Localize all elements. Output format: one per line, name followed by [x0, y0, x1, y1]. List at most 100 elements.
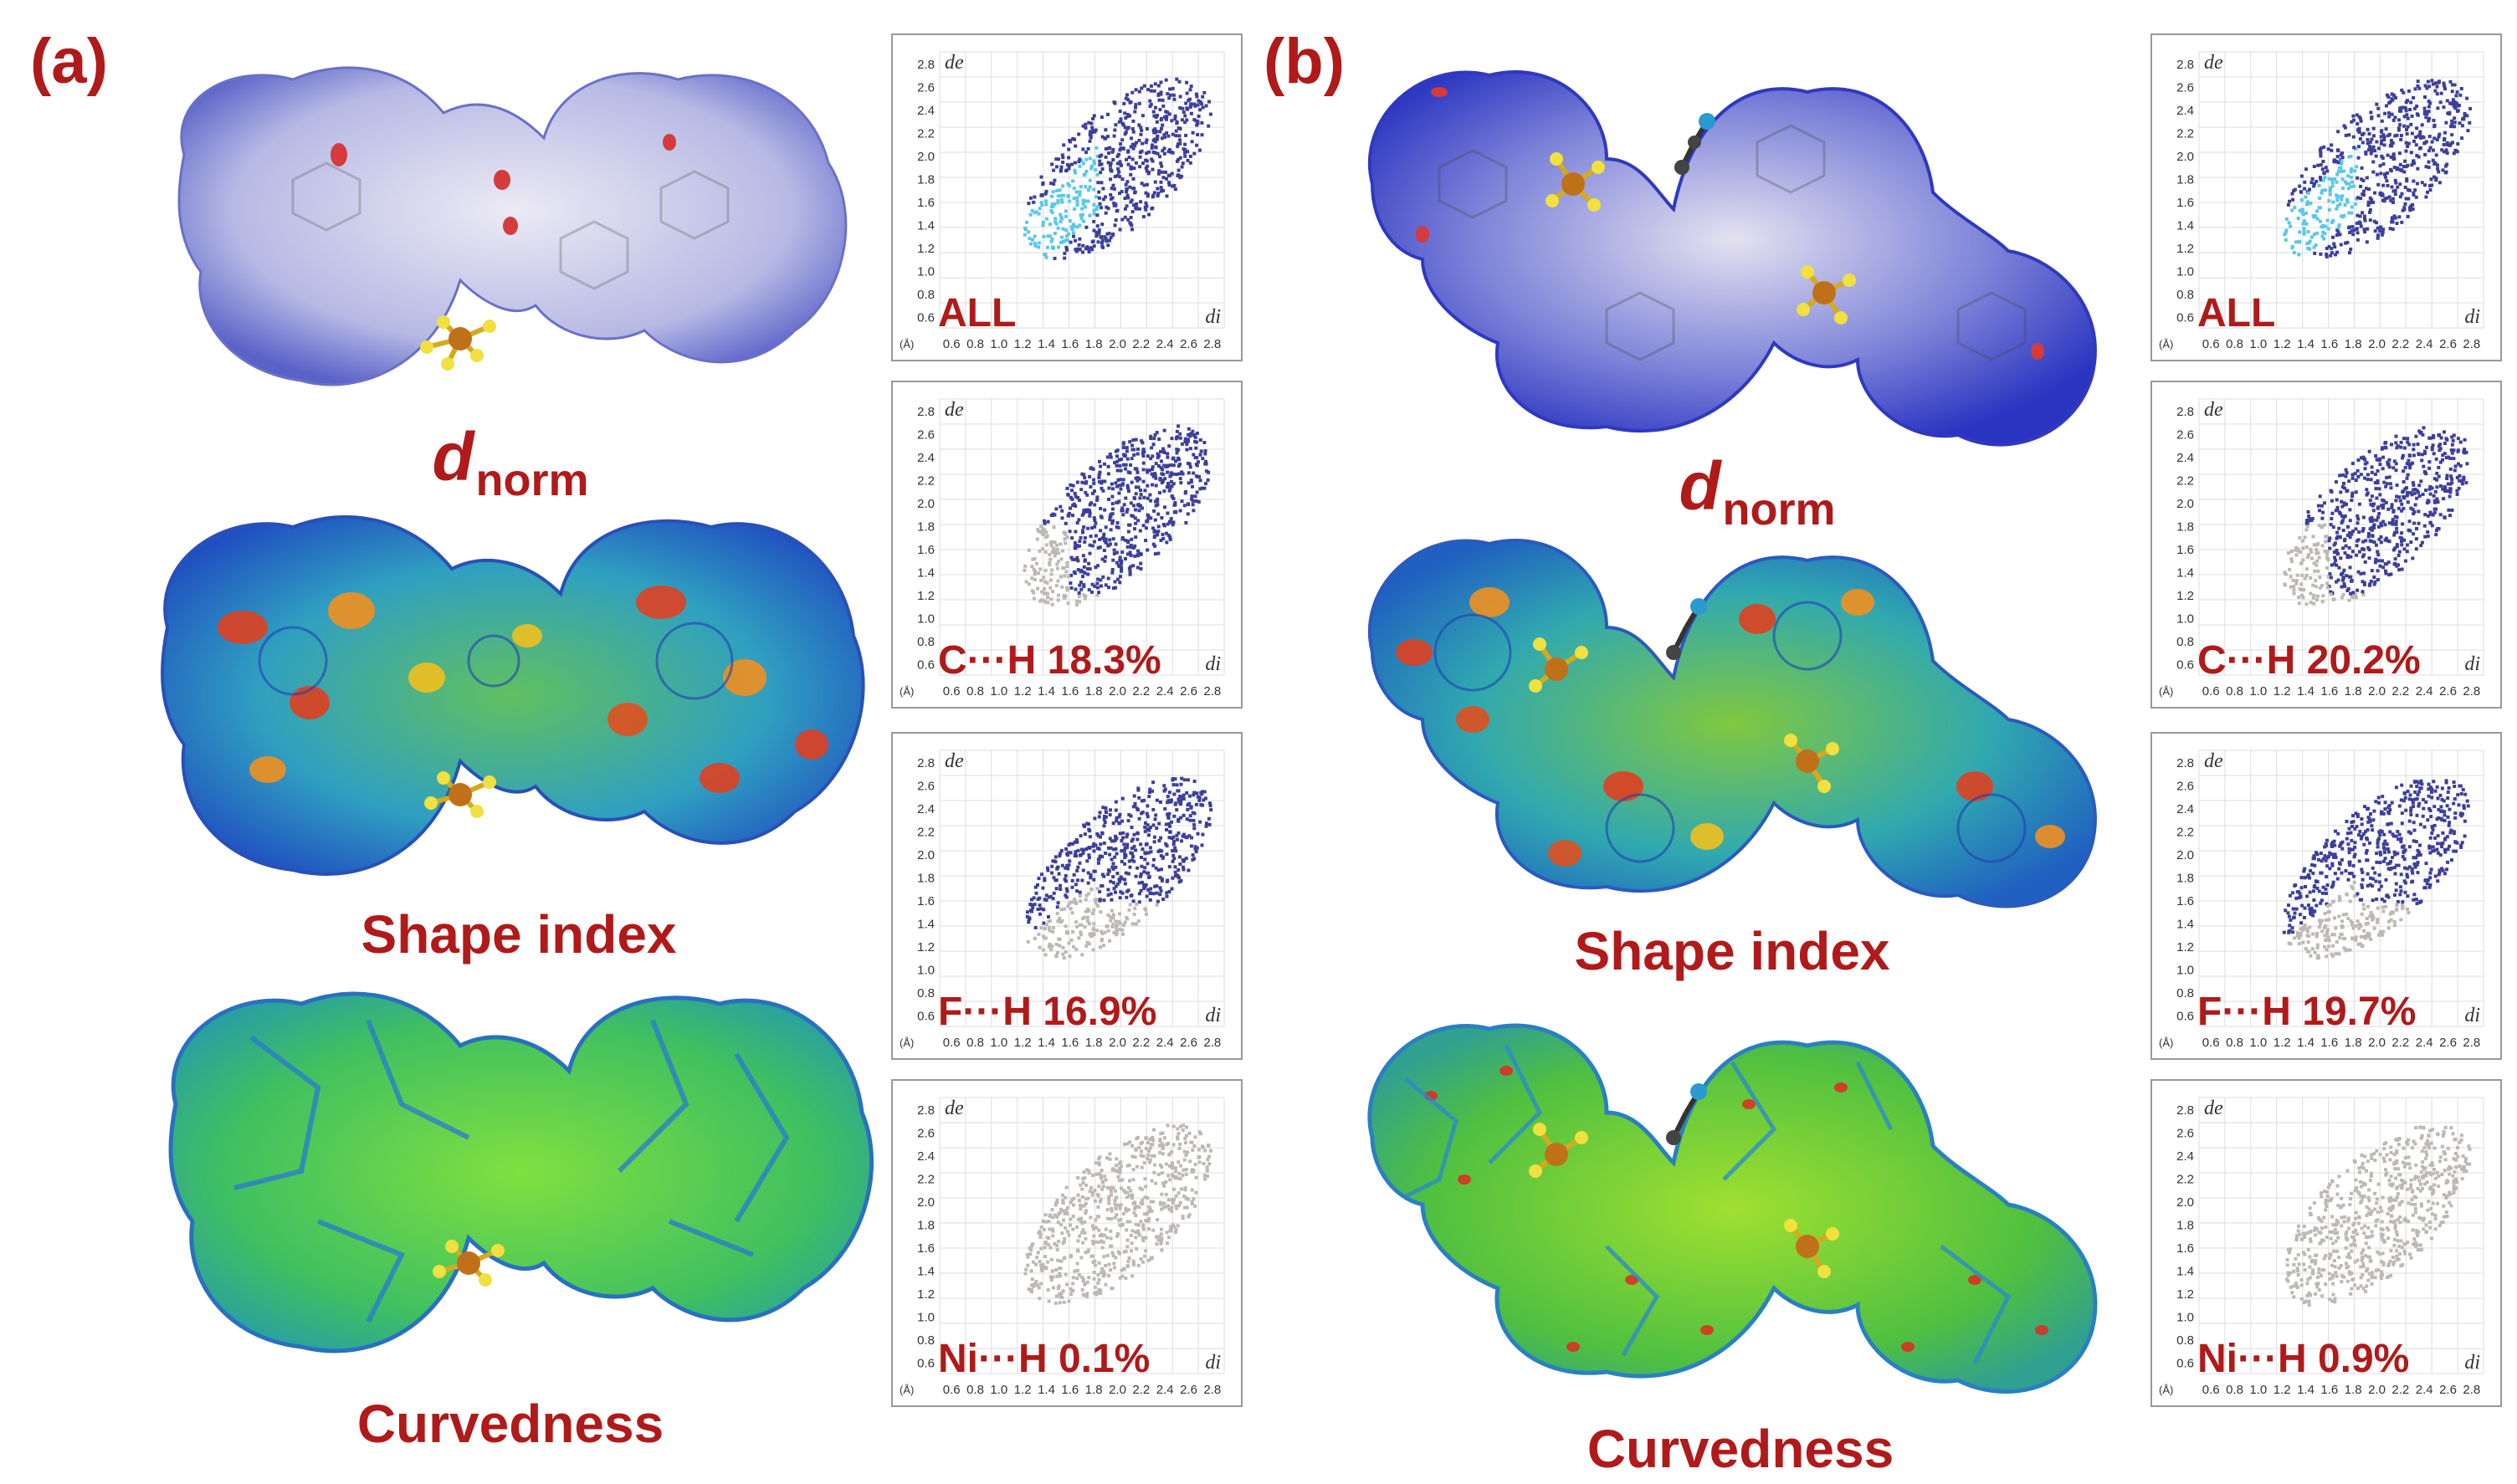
fingerprint-point [2329, 186, 2333, 190]
fingerprint-point [2303, 906, 2307, 910]
fingerprint-point [1158, 1163, 1162, 1167]
fingerprint-point [1166, 482, 1170, 485]
fingerprint-point [2393, 115, 2397, 120]
fingerprint-point [1033, 926, 1038, 929]
fingerprint-point [2356, 238, 2360, 242]
fingerprint-point [2392, 94, 2397, 97]
fingerprint-point [1100, 584, 1103, 588]
fingerprint-point [1129, 172, 1133, 177]
fingerprint-point [1171, 520, 1176, 525]
fingerprint-point [1109, 167, 1113, 171]
anion-b5 [1529, 1123, 1588, 1178]
fingerprint-point [2335, 172, 2340, 177]
y-tick-label: 1.6 [917, 894, 935, 908]
fingerprint-point [2319, 151, 2323, 155]
fingerprint-point [1083, 476, 1087, 480]
fingerprint-point [1076, 1176, 1080, 1180]
y-tick-label: 1.8 [917, 1218, 935, 1232]
fingerprint-point [1079, 852, 1083, 857]
fingerprint-point [1064, 1226, 1068, 1230]
fingerprint-point [1149, 1256, 1153, 1261]
fingerprint-point [1113, 461, 1117, 465]
x-tick-label: 2.6 [1180, 337, 1197, 351]
fingerprint-point [1086, 508, 1090, 512]
fingerprint-point [1194, 92, 1198, 96]
fingerprint-point [1146, 514, 1151, 518]
x-tick-label: 1.6 [2320, 1036, 2338, 1050]
fingerprint-point [2422, 524, 2427, 528]
fingerprint-point [1093, 1259, 1097, 1263]
fingerprint-point [1131, 146, 1135, 151]
fingerprint-point [2359, 224, 2363, 228]
fingerprint-point [1098, 811, 1102, 815]
fingerprint-point [1204, 469, 1208, 473]
fingerprint-point [1088, 178, 1092, 182]
fingerprint-point [1088, 543, 1092, 547]
fingerprint-point [1109, 455, 1113, 459]
fingerprint-point [1121, 123, 1125, 127]
fingerprint-point [2424, 489, 2427, 493]
fingerprint-point [1099, 171, 1103, 175]
fingerprint-point [1123, 856, 1127, 860]
fingerprint-point [1099, 842, 1103, 847]
fingerprint-point [1173, 501, 1177, 504]
fingerprint-point [1100, 515, 1104, 519]
fingerprint-point [1151, 807, 1156, 811]
fingerprint-point [1098, 459, 1101, 463]
fingerprint-point [1094, 1292, 1099, 1297]
fingerprint-point [1051, 897, 1055, 901]
fingerprint-point [2345, 574, 2349, 578]
fingerprint-point [1054, 584, 1059, 588]
fingerprint-point [1086, 572, 1090, 576]
fingerprint-point [2438, 447, 2443, 451]
fingerprint-point [2391, 520, 2395, 525]
fingerprint-point [2345, 820, 2349, 823]
fingerprint-point [2330, 844, 2334, 848]
fingerprint-point [2289, 575, 2293, 579]
fingerprint-point [1120, 177, 1125, 182]
fingerprint-point [1146, 804, 1150, 808]
fingerprint-point [1155, 891, 1159, 895]
fingerprint-point [1170, 1210, 1174, 1213]
fingerprint-point [2335, 530, 2340, 535]
fingerprint-point [2418, 786, 2422, 791]
fingerprint-point [1072, 234, 1075, 238]
fingerprint-point [1133, 190, 1137, 194]
fingerprint-point [2381, 842, 2386, 847]
fingerprint-point [1161, 1147, 1165, 1150]
fingerprint-point [1167, 148, 1171, 152]
x-tick-label: 2.2 [2391, 684, 2409, 699]
fingerprint-point [2340, 596, 2344, 600]
fingerprint-point [1197, 1160, 1202, 1164]
fingerprint-point [2350, 579, 2354, 583]
fingerprint-point [2336, 204, 2340, 208]
fingerprint-point [2355, 544, 2359, 548]
fingerprint-point [2399, 445, 2403, 449]
fingerprint-point [1034, 1280, 1038, 1284]
y-tick-label: 0.6 [2176, 658, 2194, 672]
fingerprint-point [2376, 906, 2380, 910]
y-tick-label: 1.6 [917, 543, 935, 557]
fingerprint-point [2333, 872, 2337, 876]
fingerprint-point [2332, 933, 2336, 937]
fingerprint-point [2444, 120, 2448, 125]
fingerprint-point [2378, 493, 2382, 497]
fingerprint-point [1203, 462, 1207, 466]
fingerprint-point [1141, 215, 1146, 219]
fingerprint-point [2374, 800, 2378, 804]
fingerprint-point [2346, 842, 2350, 847]
fingerprint-point [2318, 494, 2322, 499]
fingerprint-point [1138, 165, 1142, 169]
fingerprint-point [2388, 912, 2392, 916]
fingerprint-point [1090, 526, 1094, 530]
fingerprint-point [1112, 548, 1116, 552]
fingerprint-point [1125, 1228, 1129, 1232]
fingerprint-point [1122, 842, 1126, 847]
fingerprint-point [2323, 934, 2327, 938]
fingerprint-point [2453, 148, 2458, 152]
fingerprint-point [1048, 942, 1052, 946]
fingerprint-point [1066, 182, 1070, 186]
fingerprint-point [2312, 184, 2316, 188]
fingerprint-point [2455, 90, 2459, 95]
fingerprint-point [2410, 868, 2414, 872]
